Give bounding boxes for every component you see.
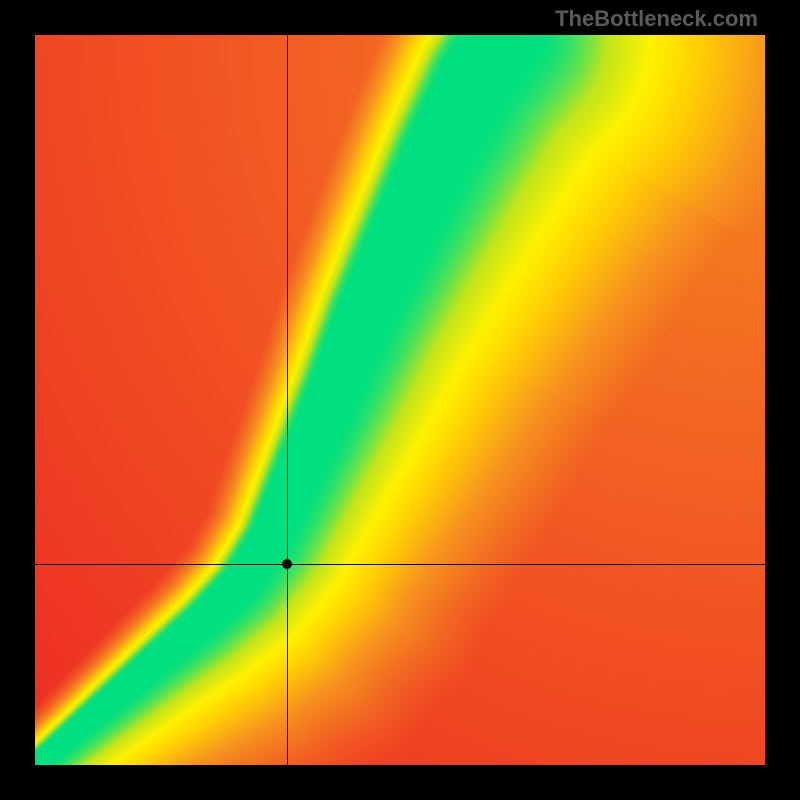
crosshair-vertical — [287, 35, 288, 765]
selected-point-marker — [282, 559, 292, 569]
bottleneck-heatmap — [35, 35, 765, 765]
crosshair-horizontal — [35, 564, 765, 565]
watermark-text: TheBottleneck.com — [555, 6, 758, 32]
plot-area — [35, 35, 765, 765]
